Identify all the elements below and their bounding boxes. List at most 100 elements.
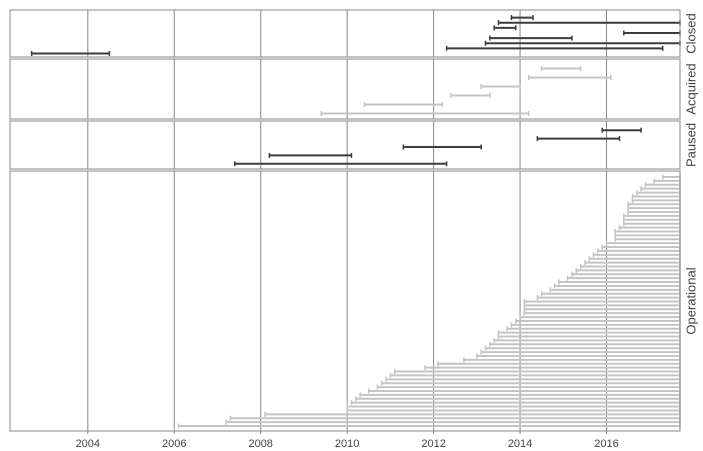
segment-operational [523, 310, 681, 316]
segment-operational [579, 263, 681, 269]
segment-operational [627, 209, 681, 215]
segment-operational [385, 376, 681, 382]
segment-operational [519, 314, 681, 320]
segment-operational [571, 271, 681, 277]
segment-closed [510, 15, 534, 21]
segment-operational [523, 302, 681, 308]
segment-paused [402, 144, 482, 150]
segment-closed [445, 45, 664, 51]
segment-operational [601, 244, 681, 250]
segment-operational [510, 322, 681, 328]
x-tick-label: 2006 [162, 438, 186, 450]
segment-acquired [527, 75, 612, 80]
segment-operational [476, 353, 681, 359]
panel-operational: Operational [9, 170, 698, 432]
segment-paused [234, 161, 448, 167]
segment-operational [618, 225, 681, 231]
segment-closed [493, 25, 517, 31]
segment-operational [424, 365, 681, 371]
segment-operational [614, 228, 681, 234]
segment-operational [523, 306, 681, 312]
segment-operational [566, 275, 681, 281]
segment-operational [640, 186, 681, 192]
segment-operational [497, 334, 681, 340]
segment-operational [368, 388, 681, 394]
segment-operational [653, 178, 681, 184]
panel-closed: Closed [9, 9, 698, 58]
segment-operational [623, 221, 681, 227]
segment-operational [627, 205, 681, 211]
segment-operational [575, 267, 681, 273]
segment-operational [177, 423, 681, 429]
segment-operational [346, 404, 681, 410]
segment-operational [614, 236, 681, 242]
facet-label-acquired: Acquired [683, 63, 698, 114]
segment-operational [623, 217, 681, 223]
segment-operational [380, 380, 681, 386]
panel-border [9, 170, 681, 432]
segment-paused [268, 152, 353, 158]
segment-operational [558, 279, 681, 285]
x-tick-label: 2010 [335, 438, 359, 450]
segment-acquired [320, 111, 530, 116]
facet-panels: Closed Acquired Paused Operational [9, 9, 698, 432]
segment-operational [631, 193, 681, 199]
x-tick-label: 2012 [421, 438, 445, 450]
x-tick-label: 2016 [594, 438, 618, 450]
facet-label-closed: Closed [683, 13, 698, 53]
segment-acquired [450, 93, 491, 98]
segment-closed [484, 40, 681, 46]
segment-paused [601, 127, 642, 133]
segment-operational [588, 256, 681, 262]
segment-acquired [540, 66, 582, 71]
segment-operational [437, 361, 681, 367]
segment-operational [264, 411, 681, 417]
segment-operational [393, 369, 681, 375]
segment-operational [346, 407, 681, 413]
segment-operational [549, 287, 681, 293]
facet-label-operational: Operational [683, 267, 698, 334]
segment-operational [229, 415, 681, 421]
panel-border [9, 9, 681, 58]
panel-acquired: Acquired [9, 58, 698, 120]
panel-border [9, 58, 681, 120]
segment-closed [497, 20, 681, 26]
segment-operational [636, 190, 681, 196]
segment-operational [484, 345, 681, 351]
x-tick-label: 2014 [508, 438, 532, 450]
segment-operational [584, 260, 681, 266]
segment-operational [536, 295, 681, 301]
segment-operational [506, 326, 681, 332]
segment-closed [623, 30, 681, 36]
segment-operational [480, 349, 681, 355]
segment-operational [489, 341, 681, 347]
segment-closed [489, 35, 573, 41]
x-tick-label: 2004 [76, 438, 100, 450]
segment-operational [614, 232, 681, 238]
facet-label-paused: Paused [683, 123, 698, 167]
segment-operational [605, 240, 681, 246]
segment-paused [536, 136, 621, 142]
segment-operational [514, 318, 681, 324]
segment-operational [350, 400, 681, 406]
segment-operational [497, 330, 681, 336]
segment-operational [553, 283, 681, 289]
panel-paused: Paused [9, 120, 698, 170]
x-tick-label: 2008 [248, 438, 272, 450]
segment-operational [627, 201, 681, 207]
segment-operational [540, 291, 681, 297]
segment-operational [493, 337, 681, 343]
segment-closed [30, 50, 111, 56]
segment-operational [597, 248, 681, 254]
segment-operational [463, 357, 681, 363]
segment-operational [623, 213, 681, 219]
segment-operational [355, 396, 681, 402]
segment-operational [661, 174, 681, 180]
segment-operational [631, 197, 681, 203]
panel-border [9, 120, 681, 170]
segment-acquired [480, 84, 521, 89]
segment-operational [225, 419, 681, 425]
segment-operational [523, 299, 681, 304]
segment-acquired [363, 102, 444, 107]
